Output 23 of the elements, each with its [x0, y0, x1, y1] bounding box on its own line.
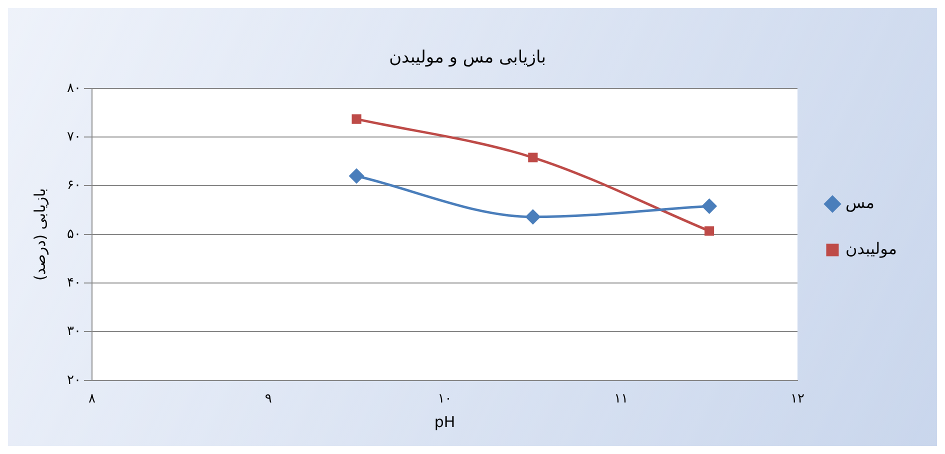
y-tick-label: ۲۰ — [66, 372, 81, 388]
y-tick-label: ۵۰ — [66, 226, 81, 242]
point — [528, 152, 538, 162]
point — [704, 226, 714, 236]
chart-title: بازیابی مس و مولیبدن — [389, 48, 546, 68]
y-tick-label: ۶۰ — [66, 178, 81, 194]
x-tick-label: ۹ — [264, 392, 272, 407]
y-axis-title: بازیابی (درصد) — [30, 188, 49, 281]
point — [702, 198, 717, 214]
y-tick-label: ۷۰ — [66, 129, 81, 144]
point — [349, 168, 364, 184]
point — [352, 114, 362, 124]
y-tick-label: ۸۰ — [66, 80, 81, 96]
x-tick-label: ۸ — [88, 392, 96, 407]
y-tick-label: ۳۰ — [66, 324, 81, 340]
y-tick-label: ۴۰ — [66, 275, 81, 290]
x-tick-label: ۱۱ — [614, 392, 628, 407]
legend-label: مولیبدن — [845, 239, 897, 258]
x-tick-label: ۱۲ — [790, 392, 804, 407]
legend-label: مس — [845, 193, 874, 212]
point — [526, 210, 540, 224]
x-tick-label: ۱۰ — [438, 392, 452, 407]
x-axis-title: pH — [434, 412, 456, 431]
